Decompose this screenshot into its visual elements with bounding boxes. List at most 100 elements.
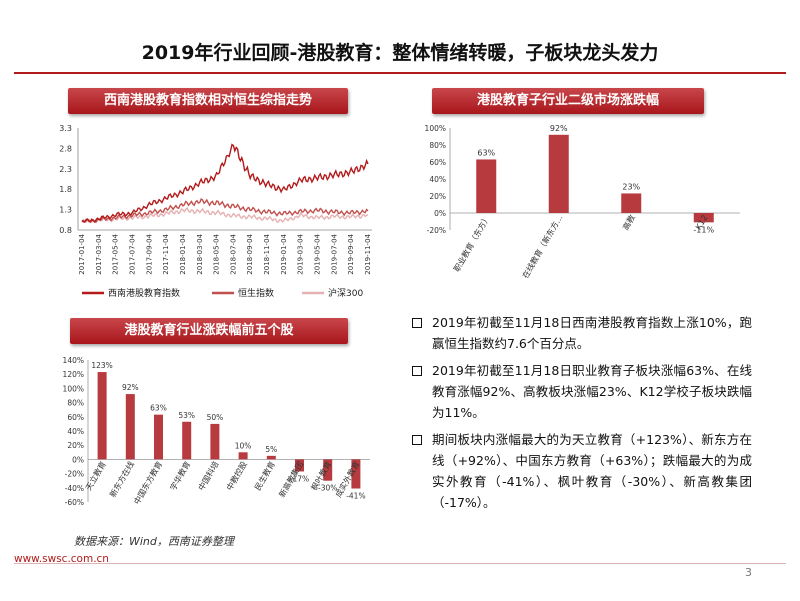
summary-bullets: 2019年初截至11月18日西南港股教育指数上涨10%，跑赢恒生指数约7.6个百… — [412, 312, 752, 519]
y-tick-label: 20% — [67, 441, 84, 450]
bullet-text: 2019年初截至11月18日西南港股教育指数上涨10%，跑赢恒生指数约7.6个百… — [432, 315, 752, 351]
y-tick-label: 0% — [434, 209, 446, 218]
top-stocks-bar-chart: 140% 120% 100% 80% 60% 40% 20% 0% -20% -40% -60% 12… — [63, 356, 370, 507]
sub-industry-chart-header: 港股教育子行业二级市场涨跌幅 — [432, 88, 704, 114]
y-tick-label: 100% — [63, 384, 84, 393]
x-tick-label: 2019-07-04 — [330, 233, 338, 274]
website-link[interactable]: www.swsc.com.cn — [14, 553, 109, 565]
checkbox-bullet-icon — [412, 366, 422, 376]
bar — [125, 394, 135, 460]
line-chart-header: 西南港股教育指数相对恒生综指走势 — [68, 88, 348, 114]
bar — [97, 372, 107, 460]
x-tick-label: 2017-09-04 — [145, 233, 153, 274]
y-tick-label: 40% — [429, 175, 446, 184]
x-tick-label: 2018-01-04 — [179, 233, 187, 274]
legend-label: 恒生指数 — [238, 287, 274, 299]
y-tick-label: 0.8 — [59, 226, 72, 235]
y-tick-label: 0% — [72, 455, 84, 464]
bar — [693, 213, 714, 223]
bar — [323, 459, 333, 481]
y-tick-label: 80% — [67, 399, 84, 408]
data-label: 92% — [122, 383, 139, 392]
y-tick-label: 1.3 — [59, 206, 72, 215]
x-tick-label: 2019-01-04 — [280, 233, 288, 274]
x-tick-label: 2017-07-04 — [128, 233, 136, 274]
y-tick-label: 80% — [429, 141, 446, 150]
bar — [548, 134, 569, 213]
x-tick-label: 2018-03-04 — [196, 233, 204, 274]
legend-label: 沪深300 — [328, 287, 363, 299]
x-tick-label: 2018-05-04 — [213, 233, 221, 274]
data-label: -41% — [346, 492, 365, 501]
bar — [351, 459, 361, 489]
bar — [182, 421, 192, 460]
top5-chart-header: 港股教育行业涨跌幅前五个股 — [70, 318, 348, 344]
footer-divider — [14, 563, 786, 564]
bar — [210, 423, 220, 460]
category-label: 中国科培 — [196, 459, 221, 492]
data-label: 50% — [207, 413, 224, 422]
checkbox-bullet-icon — [412, 318, 422, 328]
index-trend-chart: 3.3 2.8 2.3 1.8 1.3 0.8 2017-01-04 2017-03-04 20… — [59, 124, 372, 299]
bar — [266, 455, 276, 460]
category-label: 新东方在线 — [107, 459, 136, 499]
data-label: -17% — [290, 474, 309, 483]
category-label: 民生教育 — [252, 459, 277, 492]
data-label: -30% — [318, 484, 337, 493]
data-label: 5% — [265, 445, 277, 454]
series-line — [81, 143, 369, 223]
data-label: 10% — [235, 441, 252, 450]
y-tick-label: 3.3 — [59, 124, 72, 133]
data-label: 123% — [91, 361, 112, 370]
category-label: 中国东方教育 — [132, 459, 165, 506]
x-tick-label: 2018-09-04 — [246, 233, 254, 274]
data-label: 53% — [178, 411, 195, 420]
bar — [476, 159, 497, 213]
y-tick-label: 140% — [63, 356, 84, 365]
category-label: 职业教育（东方） — [451, 213, 492, 273]
x-tick-label: 2017-11-04 — [162, 233, 170, 274]
data-label: -11% — [693, 225, 714, 234]
checkbox-bullet-icon — [412, 435, 422, 445]
page-title: 2019年行业回顾-港股教育：整体情绪转暖，子板块龙头发力 — [141, 42, 659, 64]
data-label: 63% — [477, 148, 495, 157]
y-tick-label: -60% — [65, 498, 84, 507]
bullet-item: 2019年初截至11月18日西南港股教育指数上涨10%，跑赢恒生指数约7.6个百… — [412, 312, 752, 354]
x-tick-label: 2019-11-04 — [364, 233, 372, 274]
x-tick-label: 2019-03-04 — [297, 233, 305, 274]
y-tick-label: 100% — [425, 124, 446, 133]
y-tick-label: 60% — [429, 158, 446, 167]
data-label: 92% — [550, 124, 568, 133]
title-divider — [14, 72, 786, 74]
data-label: 63% — [150, 404, 167, 413]
category-label: 天立教育 — [83, 459, 108, 492]
y-tick-label: -20% — [65, 470, 84, 479]
x-tick-label: 2017-01-04 — [78, 233, 86, 274]
bar — [154, 414, 163, 460]
x-tick-label: 2019-09-04 — [347, 233, 355, 274]
bullet-item: 期间板块内涨幅最大的为天立教育（+123%）、新东方在线（+92%）、中国东方教… — [412, 429, 752, 513]
x-tick-label: 2018-11-04 — [263, 233, 271, 274]
y-tick-label: 120% — [63, 370, 84, 379]
y-tick-label: 1.8 — [59, 185, 72, 194]
x-tick-label: 2019-05-04 — [314, 233, 322, 274]
category-label: 宇华教育 — [168, 459, 193, 492]
x-tick-label: 2017-05-04 — [112, 233, 120, 274]
bar — [295, 459, 304, 472]
sub-industry-bar-chart: 100% 80% 60% 40% 20% 0% -20% 63% 职业教育（东方） 92% 在线教育… — [425, 124, 740, 280]
bar — [621, 193, 642, 213]
page-number: 3 — [745, 566, 752, 579]
data-label: 23% — [622, 182, 640, 191]
y-tick-label: -40% — [65, 484, 84, 493]
y-tick-label: -20% — [427, 226, 446, 235]
category-label: 高教 — [620, 213, 637, 232]
category-label: 中教控股 — [224, 459, 249, 492]
category-label: 在线教育（新东方... — [520, 213, 564, 280]
y-tick-label: 60% — [67, 413, 84, 422]
y-tick-label: 20% — [429, 192, 446, 201]
bullet-text: 2019年初截至11月18日职业教育子板块涨幅63%、在线教育涨幅92%、高教板… — [432, 363, 752, 420]
bullet-item: 2019年初截至11月18日职业教育子板块涨幅63%、在线教育涨幅92%、高教板… — [412, 360, 752, 423]
y-tick-label: 2.8 — [59, 144, 72, 153]
bar — [238, 452, 248, 460]
x-tick-label: 2018-07-04 — [229, 233, 237, 274]
